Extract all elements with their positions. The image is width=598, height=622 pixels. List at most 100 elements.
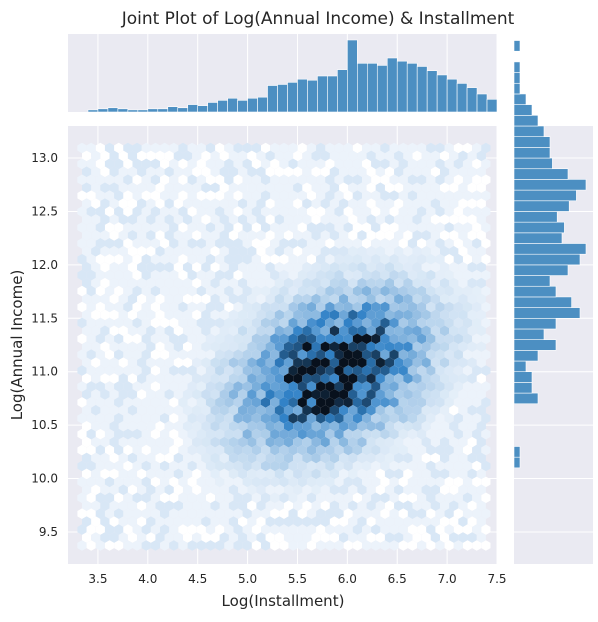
hexbin-cell [123,254,133,265]
hexbin-cell [352,333,362,345]
hexbin-cell [306,476,317,488]
hexbin-cell [137,452,147,464]
hexbin-cell [462,222,473,233]
hexbin-cell [155,373,165,384]
hexbin-cell [407,238,418,249]
hexbin-cell [348,373,358,384]
hexbin-cell [178,460,188,472]
x-tick-label: 4.5 [188,572,207,586]
hexbin-cell [274,309,284,321]
hexbin-cell [288,269,298,281]
hexbin-cell [100,150,110,162]
hexbin-cell [325,397,335,408]
hexbin-cell [155,484,165,496]
hexbin-cell [288,238,298,249]
hexbin-cell [100,182,110,194]
hexbin-cell [274,246,284,257]
hexbin-cell [394,198,404,209]
hexbin-cell [302,198,312,209]
hexbin-cell [251,397,262,408]
hexbin-cell [192,405,202,416]
hexbin-cell [426,492,436,504]
hexbin-cell [123,174,133,186]
hexbin-cell [118,166,128,178]
hexbin-cell [100,341,110,353]
hexbin-cell [430,484,441,496]
hexbin-cell [348,484,358,496]
right-marginal-bars [513,40,587,469]
hexbin-cell [440,341,450,353]
hexbin-cell [325,333,335,345]
hexbin-cell [283,468,294,480]
hexbin-cell [467,150,477,162]
hexbin-cell [104,190,115,201]
hexbin-cell [339,452,349,464]
hexbin-cell [274,484,284,496]
hexbin-cell [366,484,376,496]
hexbin-cell [86,413,96,424]
hexbin-cell [462,460,473,472]
hexbin-cell [233,317,243,329]
hexbin-cell [279,397,289,408]
hexbin-cell [196,524,206,535]
hexbin-cell [132,254,142,265]
hexbin-cell [155,261,165,273]
hexbin-cell [403,150,413,162]
hexbin-cell [417,508,427,519]
hexbin-cell [375,452,385,464]
hexbin-cell [91,468,101,480]
hexbin-cell [146,357,156,368]
hexbin-cell [169,460,179,472]
hexbin-cell [77,428,87,440]
hexbin-cell [178,349,188,360]
hexbin-cell [334,381,344,392]
hexbin-cell [155,468,165,480]
hexbin-cell [164,532,174,543]
right-marginal-bar [513,147,551,159]
right-marginal-bar [513,350,539,362]
hexbin-cell [224,174,234,186]
hexbin-cell [366,261,376,273]
hexbin-cell [311,150,321,162]
hexbin-cell [288,540,298,551]
hexbin-cell [306,397,317,408]
hexbin-cell [389,174,399,186]
hexbin-cell [95,413,105,424]
hexbin-cell [270,285,280,297]
hexbin-cell [141,540,151,551]
hexbin-cell [123,413,133,424]
hexbin-cell [155,405,165,416]
top-marginal-bar [357,62,368,113]
hexbin-cell [339,341,349,353]
hexbin-cell [228,452,239,464]
hexbin-cell [164,277,174,289]
hexbin-cell [123,540,133,551]
hexbin-cell [426,174,436,186]
hexbin-cell [173,500,183,512]
right-marginal-panel [513,40,593,564]
hexbin-cell [164,198,174,209]
hexbin-cell [82,389,92,400]
hexbin-cell [375,198,385,209]
hexbin-cell [261,460,271,472]
hexbin-cell [109,261,119,273]
hexbin-cell [440,373,450,384]
hexbin-cell [86,349,96,360]
hexbin-cell [343,206,353,217]
hexbin-cell [146,150,156,162]
hexbin-cell [343,397,353,408]
hexbin-cell [458,198,468,209]
hexbin-cell [238,293,248,305]
hexbin-cell [224,269,234,281]
hexbin-cell [472,524,482,535]
hexbin-cell [375,341,385,353]
hexbin-cell [384,150,395,162]
hexbin-cell [118,500,128,512]
hexbin-cell [384,516,395,527]
hexbin-cell [293,516,303,527]
hexbin-cell [82,293,92,305]
hexbin-cell [407,206,418,217]
hexbin-cell [196,317,206,329]
hexbin-cell [449,405,459,416]
hexbin-cell [343,444,353,456]
